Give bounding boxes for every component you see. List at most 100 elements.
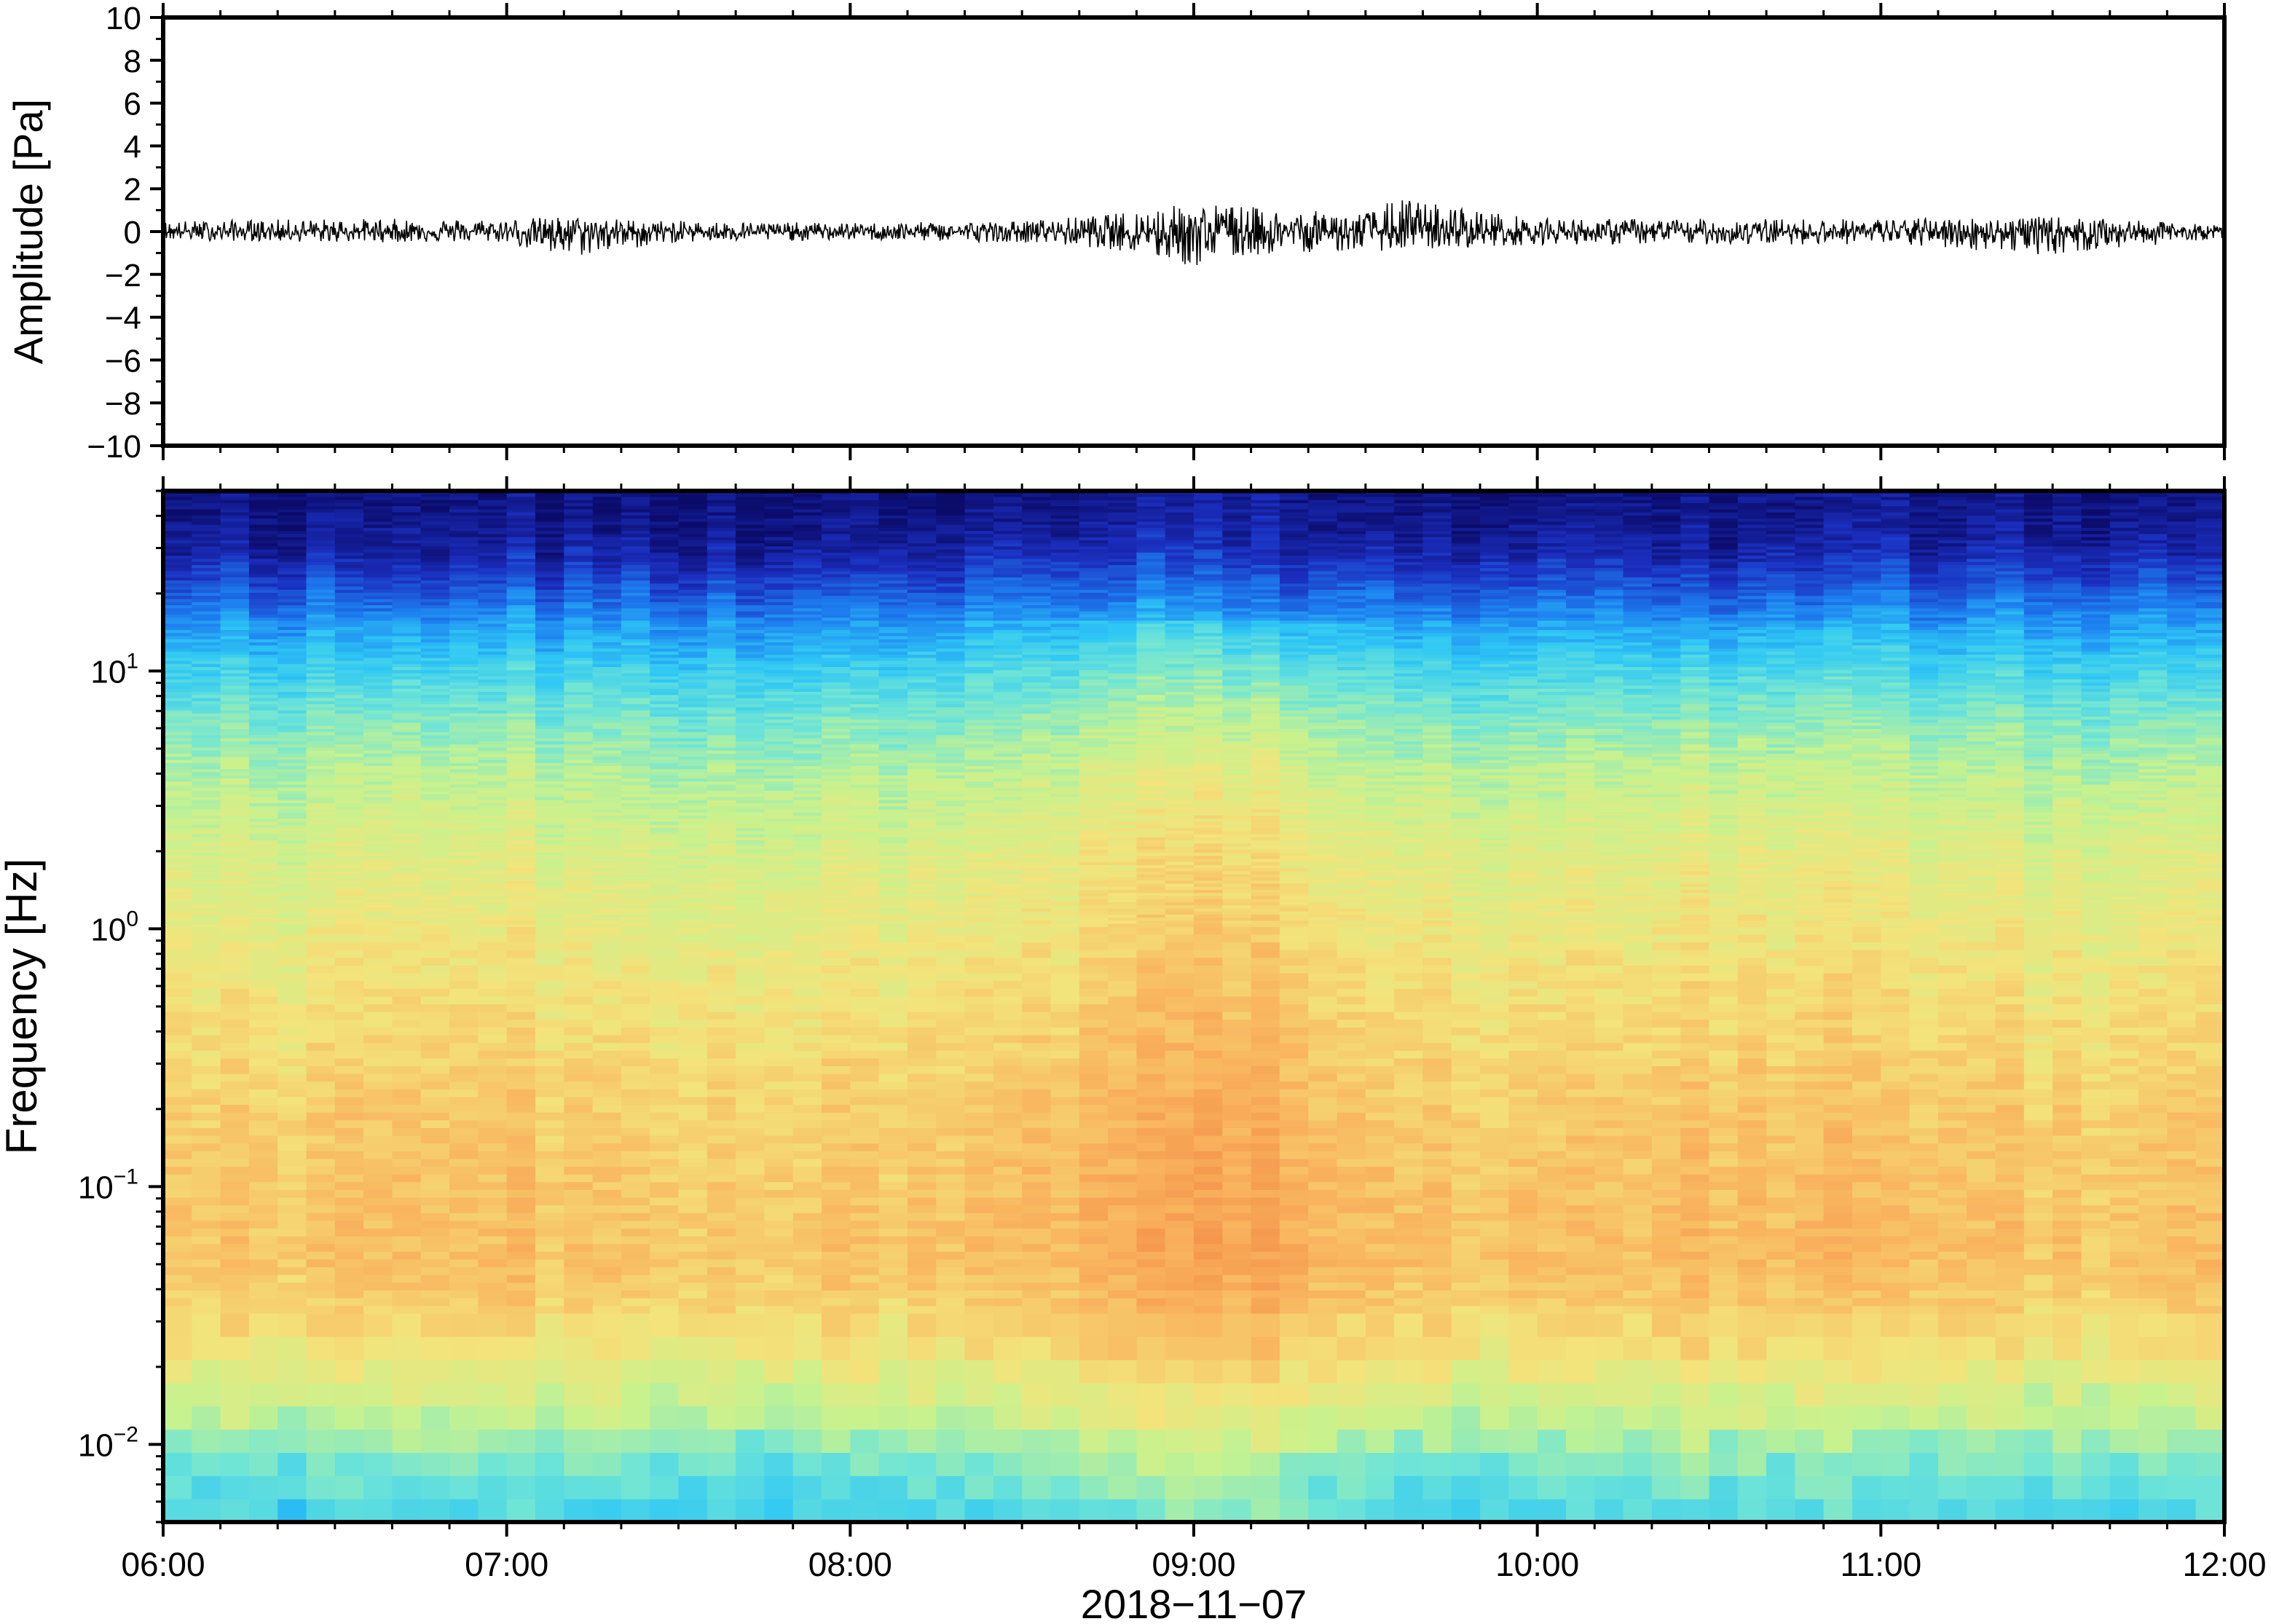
spectrogram-cell <box>592 1012 622 1020</box>
spectrogram-cell <box>592 564 622 569</box>
spectrogram-cell <box>792 923 822 927</box>
spectrogram-cell <box>334 500 364 503</box>
spectrogram-cell <box>306 672 336 677</box>
spectrogram-cell <box>478 845 508 850</box>
spectrogram-cell <box>220 741 250 745</box>
spectrogram-cell <box>792 1313 822 1337</box>
spectrogram-cell <box>220 889 250 894</box>
spectrogram-cell <box>248 672 278 677</box>
spectrogram-cell <box>363 573 393 578</box>
spectrogram-cell <box>306 589 336 594</box>
spectrogram-cell <box>764 877 794 881</box>
spectrogram-cell <box>592 1282 622 1290</box>
spectrogram-cell <box>163 1243 192 1252</box>
spectrogram-cell <box>449 614 479 618</box>
spectrogram-cell <box>764 589 794 594</box>
spectrogram-cell <box>621 895 650 899</box>
spectrogram-cell <box>278 734 307 738</box>
spectrogram-cell <box>334 750 364 754</box>
spectrogram-cell <box>192 845 221 850</box>
spectrogram-cell <box>764 793 794 797</box>
spectrogram-cell <box>449 1189 479 1198</box>
spectrogram-cell <box>621 685 650 689</box>
spectrogram-cell <box>678 598 708 602</box>
spectrogram-cell <box>535 765 564 770</box>
spectrogram-cell <box>736 555 765 559</box>
spectrogram-cell <box>621 1004 650 1012</box>
spectrogram-cell <box>220 744 250 748</box>
spectrogram-cell <box>363 744 393 748</box>
spectrogram-cell <box>650 1012 680 1020</box>
spectrogram-cell <box>278 709 307 714</box>
spectrogram-cell <box>334 771 364 776</box>
spectrogram-cell <box>220 1104 250 1113</box>
spectrogram-cell <box>535 942 564 950</box>
spectrogram-cell <box>621 870 650 875</box>
spectrogram-cell <box>736 805 765 810</box>
spectrogram-cell <box>192 496 221 500</box>
spectrogram-cell <box>163 759 192 763</box>
spectrogram-cell <box>220 849 250 853</box>
spectrogram-cell <box>592 957 622 966</box>
spectrogram-cell <box>678 852 708 856</box>
spectrogram-cell <box>192 917 221 921</box>
spectrogram-cell <box>506 746 536 751</box>
spectrogram-cell <box>621 957 650 966</box>
spectrogram-cell <box>278 647 307 652</box>
spectrogram-cell <box>420 1135 450 1144</box>
spectrogram-cell <box>535 719 564 723</box>
spectrogram-cell <box>449 719 479 723</box>
spectrogram-cell <box>449 883 479 887</box>
spectrogram-cell <box>334 988 364 997</box>
spectrogram-cell <box>592 889 622 894</box>
spectrogram-cell <box>278 1181 307 1190</box>
spectrogram-cell <box>334 1359 364 1384</box>
spectrogram-cell <box>564 639 594 643</box>
spectrogram-cell <box>564 1251 594 1260</box>
spectrogram-cell <box>449 685 479 689</box>
spectrogram-cell <box>792 784 822 788</box>
spectrogram-cell <box>306 1205 336 1213</box>
spectrogram-cell <box>420 1290 450 1298</box>
spectrogram-cell <box>449 706 479 711</box>
spectrogram-cell <box>306 1073 336 1082</box>
spectrogram-cell <box>478 1135 508 1144</box>
spectrogram-cell <box>449 676 479 680</box>
spectrogram-cell <box>764 781 794 785</box>
spectrogram-cell <box>220 914 250 918</box>
spectrogram-cell <box>736 1019 765 1028</box>
spectrogram-cell <box>621 1266 650 1275</box>
spectrogram-cell <box>192 877 221 881</box>
spectrogram-cell <box>220 719 250 723</box>
spectrogram-cell <box>822 1034 851 1044</box>
spectrogram-cell <box>736 1065 765 1074</box>
spectrogram-cell <box>650 570 680 575</box>
spectrogram-cell <box>506 701 536 705</box>
spectrogram-cell <box>163 889 192 894</box>
spectrogram-cell <box>278 512 307 516</box>
spectrogram-cell <box>535 950 564 958</box>
spectrogram-cell <box>792 895 822 899</box>
spectrogram-cell <box>822 527 851 532</box>
spectrogram-cell <box>650 691 680 695</box>
spectrogram-cell <box>650 950 680 958</box>
spectrogram-cell <box>220 1181 250 1190</box>
spectrogram-cell <box>192 567 221 572</box>
spectrogram-cell <box>163 768 192 773</box>
spectrogram-cell <box>334 722 364 726</box>
spectrogram-cell <box>736 852 765 856</box>
spectrogram-cell <box>334 917 364 921</box>
spectrogram-cell <box>392 672 422 677</box>
spectrogram-cell <box>707 697 736 701</box>
spectrogram-cell <box>535 731 564 736</box>
spectrogram-heatmap <box>163 491 2224 1522</box>
spectrogram-cell <box>248 874 278 878</box>
spectrogram-cell <box>822 642 851 646</box>
spectrogram-cell <box>506 1158 536 1167</box>
spectrogram-cell <box>822 561 851 565</box>
spectrogram-cell <box>506 790 536 795</box>
spectrogram-cell <box>163 533 192 537</box>
spectrogram-cell <box>220 496 250 500</box>
spectrogram-cell <box>564 540 594 544</box>
